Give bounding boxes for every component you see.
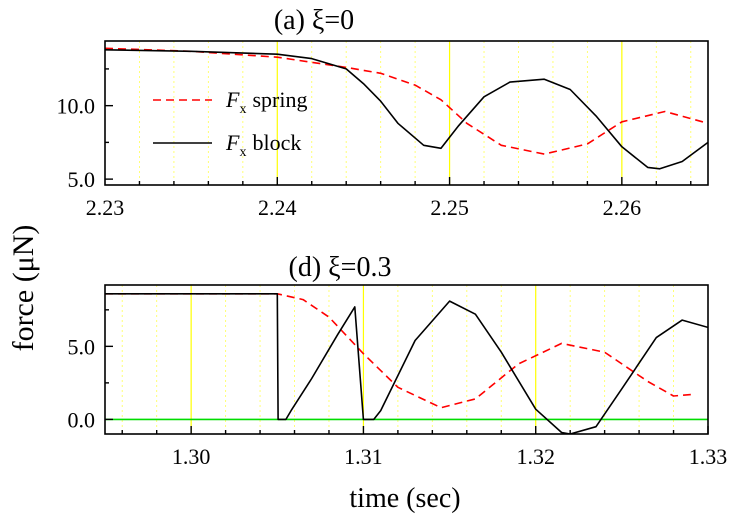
panel-d-x-tick-label: 1.33 bbox=[689, 444, 728, 469]
panel-a-ticks: 2.23 2.24 2.25 2.26 5.0 10.0 bbox=[57, 68, 692, 220]
y-axis-label: force (μN) bbox=[7, 225, 40, 352]
legend-spring-f: F bbox=[225, 87, 240, 112]
legend: Fx spring Fx block bbox=[153, 87, 307, 160]
panel-d-series bbox=[105, 292, 708, 434]
panel-a-spring-series-line bbox=[105, 47, 708, 155]
panel-a-y-tick-label: 5.0 bbox=[68, 167, 96, 192]
panel-a-frame bbox=[104, 40, 709, 186]
panel-d-ticks: 1.30 1.31 1.32 1.33 0.0 5.0 bbox=[68, 309, 728, 469]
panel-a-x-tick-label: 2.23 bbox=[86, 195, 125, 220]
panel-a-series bbox=[105, 47, 708, 170]
panel-d-x-tick-label: 1.31 bbox=[344, 444, 383, 469]
panel-a-grid bbox=[139, 41, 692, 185]
panel-d-frame bbox=[104, 284, 709, 435]
panel-a-x-tick-label: 2.26 bbox=[603, 195, 642, 220]
legend-block-label: Fx block bbox=[225, 130, 301, 160]
panel-d-title: (d) ξ=0.3 bbox=[289, 252, 392, 283]
panel-d: (d) ξ=0.3 1.30 1.31 1.32 1.33 0.0 5.0 bbox=[68, 252, 728, 469]
panel-a-x-tick-label: 2.24 bbox=[258, 195, 297, 220]
panel-a: (a) ξ=0 2.23 2.24 2.25 2.265.010.0 Fx spring… bbox=[57, 5, 709, 220]
panel-d-x-tick-label: 1.32 bbox=[516, 444, 555, 469]
panel-a-x-tick-label: 2.25 bbox=[430, 195, 469, 220]
panel-d-x-tick-label: 1.30 bbox=[172, 444, 211, 469]
legend-spring-rest: spring bbox=[252, 87, 307, 112]
panel-d-y-tick-label: 0.0 bbox=[68, 407, 96, 432]
legend-block-sub: x bbox=[239, 145, 246, 160]
panel-d-block-series-line bbox=[105, 292, 708, 434]
panel-a-y-tick-label: 10.0 bbox=[57, 94, 96, 119]
legend-spring-sub: x bbox=[239, 102, 246, 117]
legend-block-f: F bbox=[225, 130, 240, 155]
panel-d-y-tick-label: 5.0 bbox=[68, 334, 96, 359]
x-axis-label: time (sec) bbox=[349, 483, 460, 514]
panel-d-grid bbox=[121, 285, 674, 434]
legend-spring-label: Fx spring bbox=[225, 87, 307, 117]
panel-a-block-series-line bbox=[105, 49, 708, 170]
panel-a-title: (a) ξ=0 bbox=[274, 5, 354, 36]
legend-block-rest: block bbox=[252, 130, 301, 155]
